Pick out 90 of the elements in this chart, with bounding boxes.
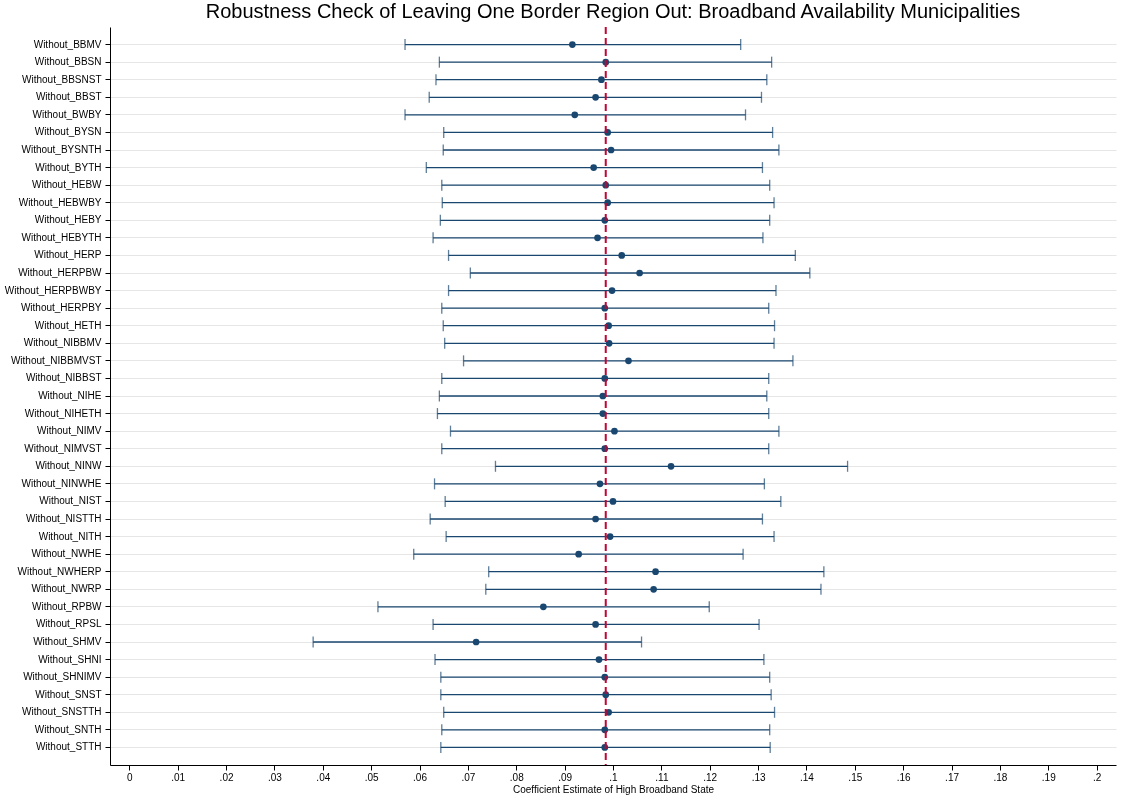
point (596, 480, 604, 488)
y-tick-label: Without_NIBBMV (23, 337, 102, 349)
x-tick-label: .04 (316, 771, 331, 783)
point (625, 357, 632, 365)
x-tick-label: .11 (655, 771, 669, 783)
point (618, 252, 626, 259)
point (472, 638, 480, 646)
y-tick-label: Without_HEBW (32, 179, 103, 191)
point (636, 269, 643, 277)
y-tick-label: Without_BBMV (33, 38, 102, 50)
y-tick-label: Without_HEBY (34, 214, 102, 226)
point (606, 533, 614, 540)
point (608, 287, 616, 294)
y-tick-label: Without_SNSTTH (22, 706, 102, 718)
y-tick-label: Without_NWHERP (17, 565, 102, 577)
y-tick-label: Without_NISTTH (25, 513, 102, 524)
x-tick-label: .12 (703, 771, 718, 783)
x-tick-label: .15 (848, 771, 863, 783)
y-tick-label: Without_BBST (35, 91, 102, 103)
y-tick-label: Without_HERPBWBY (4, 284, 102, 296)
y-tick-label: Without_BWBY (32, 108, 102, 120)
y-tick-label: Without_HERP (34, 249, 102, 261)
y-tick-label: Without_BBSNST (22, 73, 102, 85)
point (599, 410, 607, 417)
x-tick-label: .14 (800, 771, 815, 783)
x-tick-label: .07 (461, 771, 476, 783)
x-tick-label: .18 (993, 771, 1008, 783)
point (595, 656, 603, 663)
y-tick-label: Without_RPSL (35, 618, 102, 630)
point (571, 111, 579, 119)
x-tick-label: .1 (609, 771, 619, 783)
x-tick-label: .06 (413, 771, 428, 783)
point (650, 585, 657, 593)
y-tick-label: Without_NIMV (37, 425, 102, 437)
y-tick-label: Without_STTH (35, 741, 102, 753)
y-tick-label: Without_SHNI (38, 653, 102, 665)
x-tick-label: .19 (1041, 771, 1057, 783)
x-tick-label: .17 (945, 771, 960, 783)
point (594, 234, 601, 242)
y-tick-label: Without_NIHE (38, 390, 102, 401)
x-tick-label: .13 (751, 771, 766, 783)
point (611, 427, 618, 435)
x-tick-label: .03 (267, 771, 283, 783)
x-tick-label: .2 (1092, 771, 1102, 783)
y-tick-label: Without_NWHE (31, 548, 102, 560)
y-tick-label: Without_NIBBST (25, 372, 102, 384)
y-tick-label: Without_SHNIMV (23, 671, 102, 683)
y-tick-label: Without_HERPBY (20, 302, 102, 314)
y-tick-label: Without_NINWHE (21, 477, 102, 489)
x-tick-label: .09 (558, 771, 573, 783)
y-tick-label: Without_NIHETH (24, 407, 102, 419)
point (652, 568, 659, 576)
point (592, 515, 599, 523)
y-tick-label: Without_HEBYTH (21, 231, 102, 243)
y-tick-label: Without_NIST (39, 495, 102, 507)
point (540, 603, 547, 611)
point (609, 498, 617, 505)
point (598, 76, 605, 84)
y-tick-label: Without_SNST (35, 688, 102, 700)
x-tick-label: .01 (171, 771, 186, 783)
point (605, 339, 613, 347)
y-tick-label: Without_SHMV (33, 636, 102, 647)
chart-title: Robustness Check of Leaving One Border Region Out: Broadband Availability Municipalities (205, 0, 1021, 22)
point (569, 41, 576, 48)
point (592, 621, 599, 628)
point (592, 93, 599, 101)
y-tick-label: Without_HETH (34, 319, 102, 331)
x-axis-title: Coefficient Estimate of High Broadband State (512, 783, 715, 795)
x-tick-label: .16 (896, 771, 912, 783)
point (667, 462, 675, 470)
point (575, 550, 583, 558)
point (607, 146, 615, 154)
y-tick-label: Without_NINW (35, 460, 103, 472)
y-tick-label: Without_NIBBMVST (10, 354, 102, 366)
y-tick-label: Without_BYSNTH (21, 144, 102, 155)
y-tick-label: Without_NITH (38, 530, 102, 542)
y-tick-label: Without_NWRP (31, 583, 102, 595)
y-tick-label: Without_BYTH (35, 161, 102, 173)
x-tick-label: 0 (127, 771, 134, 783)
y-tick-label: Without_HERPBW (18, 267, 103, 278)
y-tick-label: Without_NIMVST (24, 442, 102, 454)
x-tick-label: .02 (219, 771, 234, 783)
point (590, 164, 598, 171)
x-tick-label: .08 (509, 771, 525, 783)
y-tick-label: Without_RPBW (32, 600, 103, 612)
x-tick-label: .05 (364, 771, 380, 783)
y-tick-label: Without_BYSN (34, 126, 102, 138)
y-tick-label: Without_HEBWBY (18, 196, 102, 208)
y-tick-label: Without_SNTH (34, 723, 102, 735)
y-tick-label: Without_BBSN (34, 56, 102, 68)
